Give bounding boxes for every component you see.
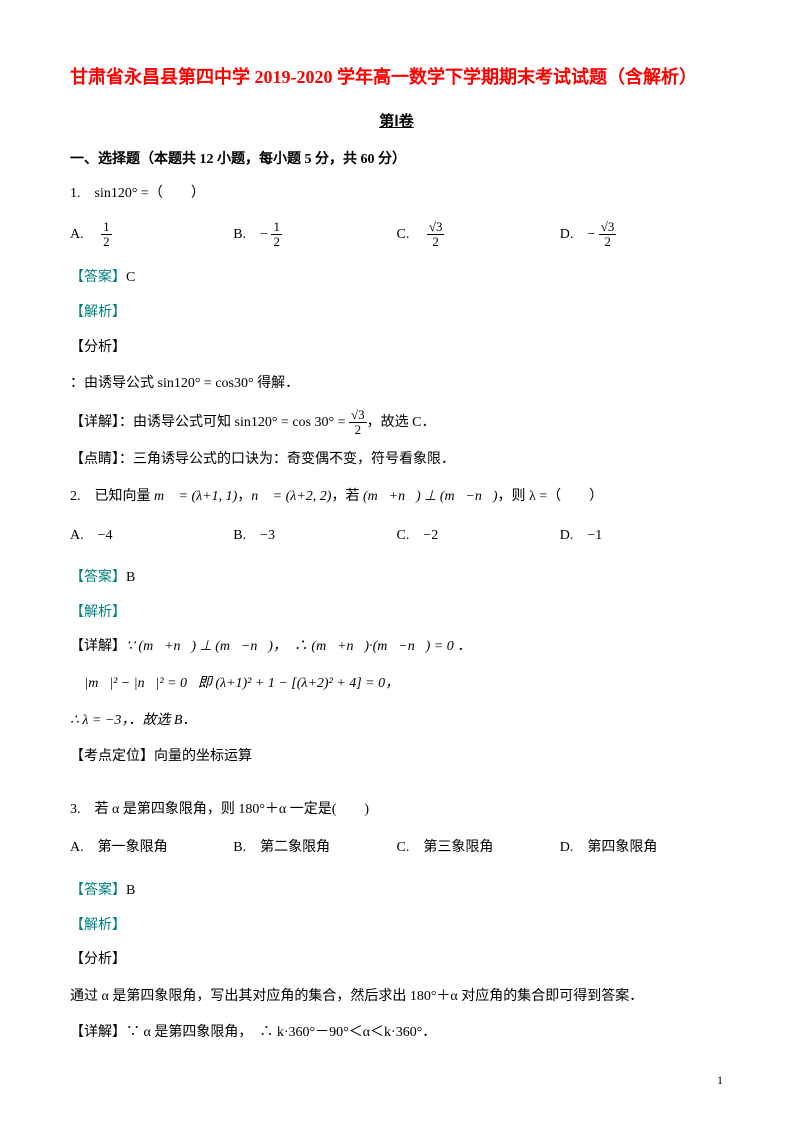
q1-option-b: B. − 1 2 <box>233 220 396 250</box>
answer-bracket: 【答案】 <box>70 883 126 898</box>
q2-options: A. −4 B. −3 C. −2 D. −1 <box>70 523 723 550</box>
vector-m: m⃗ = (λ+1, 1) <box>154 489 237 504</box>
document-page: 甘肃省永昌县第四中学 2019-2020 学年高一数学下学期期末考试试题（含解析… <box>0 0 793 1122</box>
kaodian-label: 【考点定位】 <box>70 749 154 764</box>
option-prefix: A. <box>70 227 98 242</box>
answer-bracket: 【答案】 <box>70 270 126 285</box>
answer-value: C <box>126 270 135 285</box>
comma: ， <box>237 489 251 504</box>
q2-option-a: A. −4 <box>70 523 233 550</box>
q2-option-c: C. −2 <box>397 523 560 550</box>
option-prefix: D. − <box>560 227 596 242</box>
q3-option-c: C. 第三象限角 <box>397 835 560 862</box>
q2-option-d: D. −1 <box>560 523 723 550</box>
q1-fenxi-text: ：由诱导公式 sin120° = cos30° 得解． <box>70 371 723 398</box>
q2-analysis-label: 【解析】 <box>70 600 723 627</box>
fraction-result: √3 2 <box>349 408 367 438</box>
answer-value: B <box>126 570 135 585</box>
vector-n: n⃗ = (λ+2, 2) <box>251 489 331 504</box>
q1-stem: 1. sin120° =（ ） <box>70 181 723 208</box>
answer-value: B <box>126 883 135 898</box>
detail-label: 【详解】 <box>70 639 126 654</box>
q1-option-c: C. √3 2 <box>397 220 560 250</box>
detail-text-after: ，故选 C． <box>367 415 436 430</box>
q2-detail-line1: 【详解】∵ (m⃗+n⃗) ⊥ (m⃗−n⃗)， ∴ (m⃗+n⃗)·(m⃗−n… <box>70 634 723 661</box>
q3-analysis-label: 【解析】 <box>70 913 723 940</box>
detail-text: ∵ α 是第四象限角， ∴ k·360°－90°＜α＜k·360°． <box>126 1025 436 1040</box>
q1-options: A. 1 2 B. − 1 2 C. √3 2 D. − √3 2 <box>70 220 723 250</box>
q1-answer: 【答案】C <box>70 265 723 292</box>
q2-kaodian: 【考点定位】向量的坐标运算 <box>70 744 723 771</box>
fraction-half: 1 2 <box>101 220 112 250</box>
q3-stem: 3. 若 α 是第四象限角，则 180°＋α 一定是( ) <box>70 797 723 824</box>
fraction-neg-sqrt3-2: √3 2 <box>599 220 617 250</box>
q3-option-b: B. 第二象限角 <box>233 835 396 862</box>
q3-fenxi-label: 【分析】 <box>70 947 723 974</box>
q1-analysis-label: 【解析】 <box>70 300 723 327</box>
stem-mid: ，若 <box>331 489 363 504</box>
q3-fenxi-text: 通过 α 是第四象限角，写出其对应角的集合，然后求出 180°＋α 对应角的集合… <box>70 984 723 1011</box>
dianjing-text: 三角诱导公式的口诀为：奇变偶不变，符号看象限． <box>133 452 455 467</box>
option-prefix: C. <box>397 227 424 242</box>
q1-option-a: A. 1 2 <box>70 220 233 250</box>
q3-detail: 【详解】∵ α 是第四象限角， ∴ k·360°－90°＜α＜k·360°． <box>70 1020 723 1047</box>
q2-stem: 2. 已知向量 m⃗ = (λ+1, 1)，n⃗ = (λ+2, 2)，若 (m… <box>70 484 723 511</box>
q2-detail-line2: ∴ |m⃗|² − |n⃗|² = 0，即 (λ+1)² + 1 − [(λ+2… <box>70 671 723 698</box>
q2-answer: 【答案】B <box>70 565 723 592</box>
q3-option-a: A. 第一象限角 <box>70 835 233 862</box>
q1-fenxi-label: 【分析】 <box>70 335 723 362</box>
q1-dianjing: 【点睛】：三角诱导公式的口诀为：奇变偶不变，符号看象限． <box>70 447 723 474</box>
page-number: 1 <box>717 1069 723 1092</box>
detail-text-before: 由诱导公式可知 sin120° = cos 30° = <box>133 415 349 430</box>
section-header: 一、选择题（本题共 12 小题，每小题 5 分，共 60 分） <box>70 147 723 174</box>
q3-answer: 【答案】B <box>70 878 723 905</box>
spacer <box>70 781 723 797</box>
reduction-formula-text: ：由诱导公式 sin120° = cos30° 得解． <box>70 376 299 391</box>
document-title: 甘肃省永昌县第四中学 2019-2020 学年高一数学下学期期末考试试题（含解析… <box>70 60 723 94</box>
kaodian-text: 向量的坐标运算 <box>154 749 252 764</box>
option-prefix: B. − <box>233 227 268 242</box>
perp-expr: (m⃗+n⃗) ⊥ (m⃗−n⃗) <box>363 489 498 504</box>
stem-after: ，则 λ =（ ） <box>498 489 604 504</box>
detail-label: 【详解】： <box>70 415 133 430</box>
q1-option-d: D. − √3 2 <box>560 220 723 250</box>
q1-detail: 【详解】：由诱导公式可知 sin120° = cos 30° = √3 2 ，故… <box>70 408 723 438</box>
detail-expr1: ∵ (m⃗+n⃗) ⊥ (m⃗−n⃗)， ∴ (m⃗+n⃗)·(m⃗−n⃗) =… <box>126 639 471 654</box>
answer-bracket: 【答案】 <box>70 570 126 585</box>
volume-subtitle: 第Ⅰ卷 <box>70 108 723 137</box>
q2-detail-line3: ∴ λ = −3，．故选 B． <box>70 708 723 735</box>
q2-stem-before: 2. 已知向量 <box>70 489 154 504</box>
q3-option-d: D. 第四象限角 <box>560 835 723 862</box>
fraction-neg-half: 1 2 <box>271 220 282 250</box>
fraction-sqrt3-2: √3 2 <box>427 220 445 250</box>
q2-option-b: B. −3 <box>233 523 396 550</box>
q3-options: A. 第一象限角 B. 第二象限角 C. 第三象限角 D. 第四象限角 <box>70 835 723 862</box>
detail-label: 【详解】 <box>70 1025 126 1040</box>
dianjing-label: 【点睛】： <box>70 452 133 467</box>
